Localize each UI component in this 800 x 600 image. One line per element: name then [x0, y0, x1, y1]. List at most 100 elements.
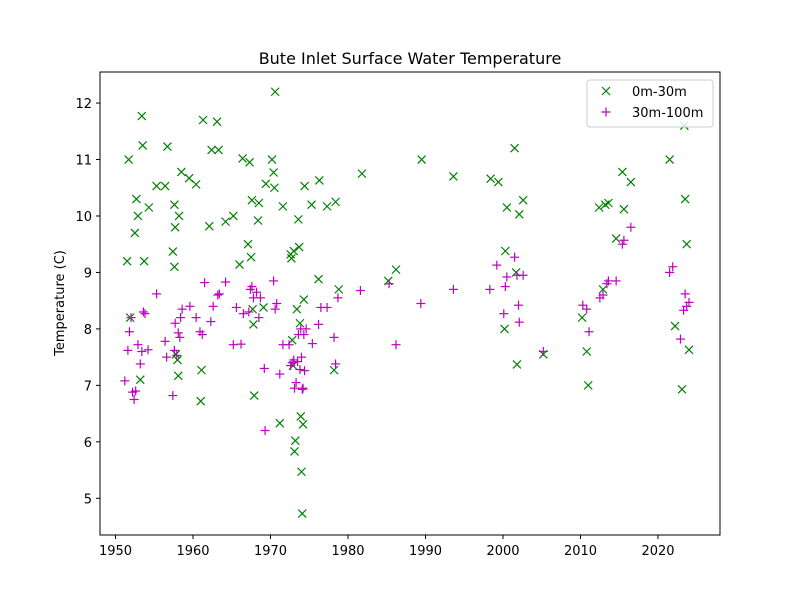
- data-point: [238, 309, 248, 319]
- data-point: [598, 290, 608, 300]
- data-point: [682, 239, 692, 249]
- data-point: [499, 309, 509, 319]
- y-axis: 5 6 7 8 9 10 11 12: [75, 97, 100, 507]
- data-point: [213, 290, 223, 300]
- data-point: [135, 359, 145, 369]
- data-point: [514, 300, 523, 310]
- data-point: [357, 169, 367, 179]
- data-point: [260, 426, 270, 436]
- data-point: [249, 319, 258, 329]
- data-point: [160, 336, 170, 346]
- data-point: [293, 357, 303, 367]
- data-point: [129, 394, 139, 404]
- data-point: [290, 447, 299, 456]
- data-point: [175, 332, 185, 342]
- data-point: [173, 328, 183, 338]
- data-point: [670, 321, 680, 331]
- data-point: [329, 365, 339, 375]
- data-point: [291, 378, 301, 388]
- y-tick-label: 9: [84, 266, 92, 281]
- legend: 0m-30m 30m-100m: [586, 79, 714, 128]
- data-point: [208, 301, 218, 311]
- data-point: [120, 376, 130, 386]
- series-0m-30m: [122, 87, 694, 518]
- data-point: [173, 371, 183, 381]
- data-point: [196, 396, 206, 406]
- data-point: [172, 350, 182, 360]
- x-tick-label: 1950: [99, 544, 132, 559]
- data-point: [512, 360, 522, 369]
- data-point: [254, 313, 264, 323]
- y-tick-label: 5: [84, 492, 92, 507]
- data-point: [197, 365, 206, 375]
- data-point: [510, 143, 520, 153]
- data-point: [331, 197, 341, 207]
- data-point: [144, 203, 154, 212]
- data-point: [289, 355, 299, 365]
- data-point: [191, 313, 201, 323]
- data-point: [617, 239, 627, 249]
- data-point: [191, 179, 201, 189]
- data-point: [295, 365, 305, 375]
- data-point: [185, 301, 195, 311]
- data-point: [275, 369, 285, 379]
- data-point: [314, 175, 324, 185]
- series-30m-100m: [120, 222, 694, 436]
- data-point: [221, 277, 231, 287]
- data-point: [582, 304, 592, 314]
- data-point: [235, 260, 244, 269]
- data-point: [331, 359, 341, 369]
- data-point: [675, 334, 685, 344]
- data-point: [169, 200, 179, 210]
- x-tick-label: 2020: [641, 544, 674, 559]
- data-point: [322, 302, 332, 312]
- data-point: [297, 509, 307, 518]
- data-point: [307, 339, 317, 349]
- data-point: [417, 155, 427, 164]
- data-point: [152, 289, 162, 299]
- data-point: [267, 155, 277, 164]
- legend-label-0m-30m: 0m-30m: [632, 85, 687, 100]
- data-point: [278, 201, 288, 211]
- data-point: [582, 347, 592, 356]
- data-point: [168, 247, 178, 256]
- data-point: [249, 391, 259, 400]
- x-tick-label: 2000: [486, 544, 519, 559]
- data-point: [594, 203, 604, 212]
- data-point: [355, 286, 365, 296]
- data-point: [299, 330, 309, 340]
- data-point: [668, 262, 678, 272]
- data-point: [135, 375, 145, 385]
- data-point: [296, 412, 306, 421]
- data-point: [131, 386, 141, 396]
- data-point: [301, 324, 311, 334]
- data-point: [297, 352, 306, 362]
- data-point: [122, 256, 132, 266]
- data-point: [228, 211, 238, 221]
- data-point: [245, 157, 254, 167]
- data-point: [124, 155, 134, 164]
- data-point: [170, 318, 180, 328]
- data-point: [169, 262, 179, 272]
- data-point: [269, 183, 279, 193]
- data-point: [259, 303, 268, 312]
- data-point: [329, 332, 339, 342]
- data-point: [254, 198, 264, 208]
- data-point: [384, 279, 394, 289]
- data-point: [611, 276, 621, 286]
- data-point: [334, 284, 344, 294]
- data-point: [255, 293, 265, 303]
- data-point: [174, 211, 184, 221]
- data-point: [518, 270, 528, 280]
- y-tick-label: 10: [75, 210, 92, 225]
- data-point: [619, 235, 629, 245]
- data-point: [214, 145, 223, 155]
- data-point: [493, 177, 503, 187]
- data-point: [214, 289, 224, 299]
- data-point: [611, 234, 621, 243]
- data-point: [584, 327, 594, 337]
- data-point: [284, 340, 294, 350]
- data-point: [448, 172, 458, 181]
- data-point: [173, 355, 182, 365]
